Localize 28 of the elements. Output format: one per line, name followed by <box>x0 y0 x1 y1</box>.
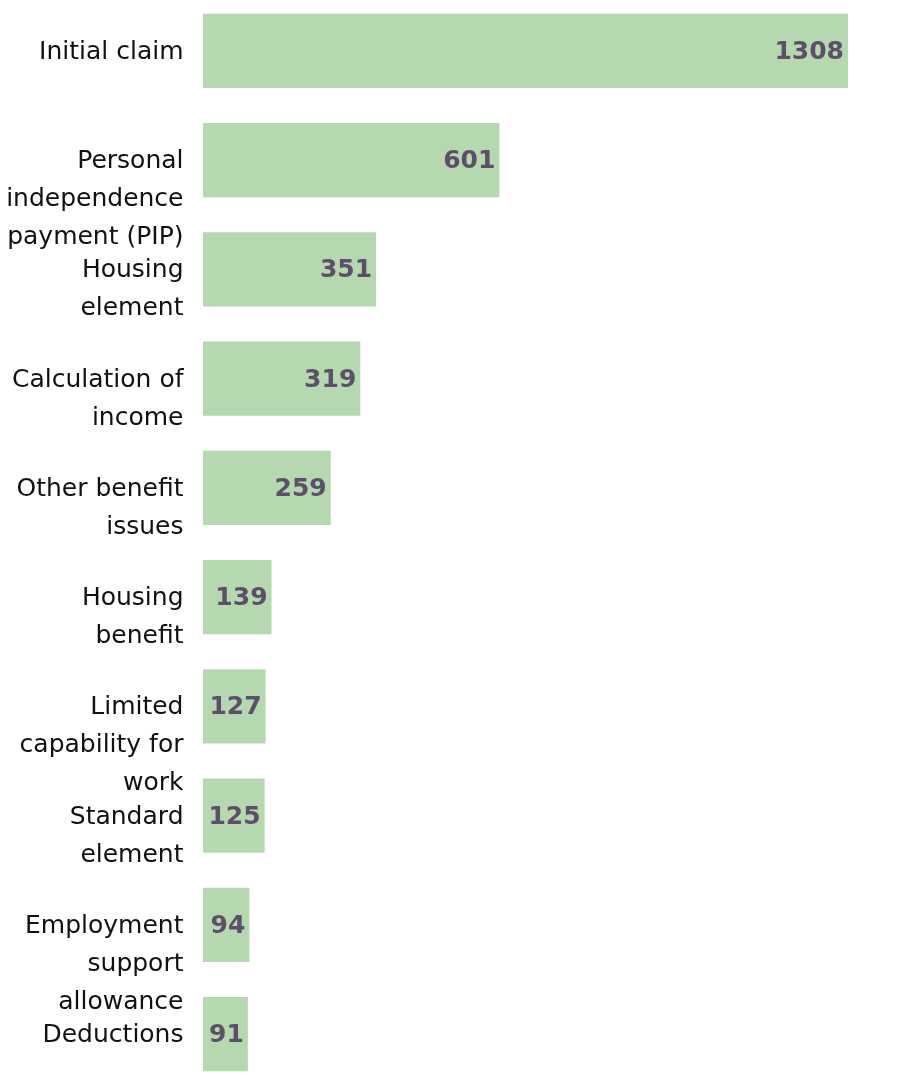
data-label: 259 <box>274 472 327 502</box>
y-tick-label: Standard element <box>69 800 184 868</box>
y-tick-label: Housing element <box>80 254 184 322</box>
data-label: 91 <box>209 1019 244 1049</box>
bar <box>203 669 266 744</box>
data-label: 139 <box>215 582 268 612</box>
bar <box>203 13 848 89</box>
y-tick-label: Personal independence payment (PIP) <box>6 145 184 251</box>
y-tick-label: Calculation of income <box>11 363 185 431</box>
data-label: 94 <box>210 909 246 939</box>
bar <box>203 778 265 853</box>
data-label: 125 <box>208 800 261 830</box>
data-label: 1308 <box>774 35 844 65</box>
bar <box>203 450 331 526</box>
data-label: 127 <box>209 691 262 721</box>
data-label: 351 <box>319 254 373 284</box>
bar <box>203 341 361 416</box>
y-tick-label: Housing benefit <box>81 582 184 650</box>
y-tick-label: Initial claim <box>39 35 184 65</box>
data-label: 601 <box>443 145 496 175</box>
bar <box>203 122 500 198</box>
y-tick-label: Deductions <box>42 1019 184 1049</box>
y-tick-label: Other benefit issues <box>16 472 184 540</box>
y-tick-label: Limited capability for work <box>19 691 185 797</box>
bar <box>203 559 272 635</box>
bar <box>203 232 377 307</box>
data-label: 319 <box>304 363 357 393</box>
y-tick-label: Employment support allowance <box>25 909 184 1015</box>
